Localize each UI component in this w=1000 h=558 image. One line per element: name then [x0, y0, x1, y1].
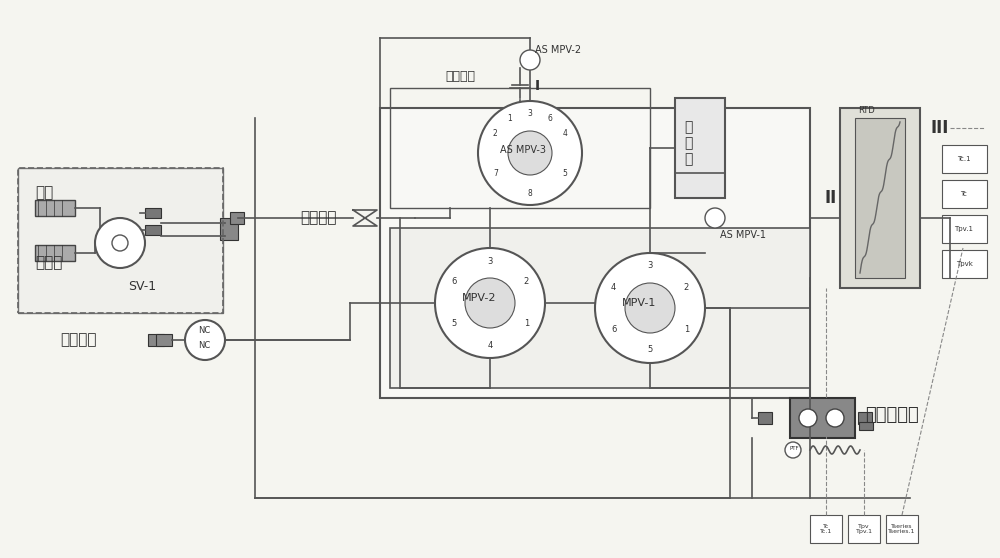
Circle shape	[435, 248, 545, 358]
Text: Tpv
Tpv.1: Tpv Tpv.1	[856, 523, 872, 535]
Circle shape	[95, 218, 145, 268]
Text: AS MPV-2: AS MPV-2	[535, 45, 581, 55]
Text: II: II	[825, 189, 837, 207]
Circle shape	[595, 253, 705, 363]
Bar	[886, 515, 918, 543]
Text: 载气: 载气	[35, 185, 53, 200]
Text: AS MPV-1: AS MPV-1	[720, 230, 766, 240]
Text: 4: 4	[562, 128, 567, 137]
Bar	[810, 515, 842, 543]
Circle shape	[520, 50, 540, 70]
Bar	[390, 88, 650, 208]
Text: MPV-2: MPV-2	[462, 293, 496, 303]
Bar	[840, 108, 920, 288]
Text: 4: 4	[487, 340, 493, 349]
Text: 去气相色谱: 去气相色谱	[865, 406, 919, 424]
Text: 2: 2	[684, 282, 689, 291]
Bar	[942, 215, 987, 243]
Circle shape	[465, 278, 515, 328]
Text: 裂解气: 裂解气	[35, 256, 62, 271]
Bar	[18, 168, 223, 313]
Text: PTF: PTF	[790, 446, 800, 451]
Text: 5: 5	[451, 320, 456, 329]
Text: 1: 1	[524, 320, 529, 329]
Bar	[390, 228, 810, 388]
Text: 2: 2	[493, 128, 498, 137]
Text: 6: 6	[611, 325, 616, 334]
Text: 7: 7	[493, 169, 498, 177]
Text: Tc.1: Tc.1	[957, 156, 971, 162]
Text: MPV-1: MPV-1	[622, 298, 656, 308]
Circle shape	[112, 235, 128, 251]
Bar	[675, 98, 725, 198]
Bar	[156, 334, 172, 346]
Text: 气相载气: 气相载气	[60, 333, 96, 348]
Bar	[790, 398, 855, 438]
Bar	[220, 218, 238, 240]
Text: 6: 6	[548, 114, 552, 123]
Text: 8: 8	[528, 189, 532, 198]
Bar	[848, 515, 880, 543]
Text: Tseries
Tseries.1: Tseries Tseries.1	[888, 523, 916, 535]
Text: 5: 5	[647, 345, 653, 354]
Bar	[942, 145, 987, 173]
Bar	[858, 412, 872, 424]
Circle shape	[478, 101, 582, 205]
Bar	[380, 108, 810, 398]
Text: SV-1: SV-1	[128, 280, 156, 293]
Text: 1: 1	[508, 114, 512, 123]
Bar	[942, 250, 987, 278]
Text: Tc
Tc.1: Tc Tc.1	[820, 523, 832, 535]
Text: 5: 5	[562, 169, 567, 177]
Text: III: III	[930, 119, 948, 137]
Text: 裂
解
室: 裂 解 室	[684, 120, 692, 166]
Bar	[18, 168, 223, 313]
Bar	[855, 118, 905, 278]
Bar	[35, 200, 75, 216]
Bar	[145, 208, 161, 218]
Text: 1: 1	[684, 325, 689, 334]
Text: AS MPV-3: AS MPV-3	[500, 145, 546, 155]
Text: NC: NC	[198, 326, 210, 335]
Text: RTD: RTD	[858, 106, 875, 115]
Circle shape	[508, 131, 552, 175]
Text: 3: 3	[528, 108, 532, 118]
Text: 样品载气: 样品载气	[300, 210, 336, 225]
Circle shape	[185, 320, 225, 360]
Text: Tpvk: Tpvk	[956, 261, 972, 267]
Text: 2: 2	[524, 277, 529, 286]
Bar	[148, 334, 164, 346]
Text: Tpv.1: Tpv.1	[954, 226, 974, 232]
Bar	[859, 422, 873, 430]
Circle shape	[625, 283, 675, 333]
Text: NC: NC	[198, 341, 210, 350]
Bar	[35, 245, 75, 261]
Circle shape	[799, 409, 817, 427]
Bar	[758, 412, 772, 424]
Bar	[145, 225, 161, 235]
Bar	[230, 212, 244, 224]
Text: 3: 3	[487, 257, 493, 266]
Circle shape	[826, 409, 844, 427]
Text: Tc: Tc	[961, 191, 967, 197]
Text: 4: 4	[611, 282, 616, 291]
Circle shape	[785, 442, 801, 458]
Circle shape	[705, 208, 725, 228]
Text: I: I	[535, 79, 540, 93]
Text: 气体排空: 气体排空	[445, 70, 475, 83]
Bar	[942, 180, 987, 208]
Text: 3: 3	[647, 262, 653, 271]
Text: 6: 6	[451, 277, 456, 286]
